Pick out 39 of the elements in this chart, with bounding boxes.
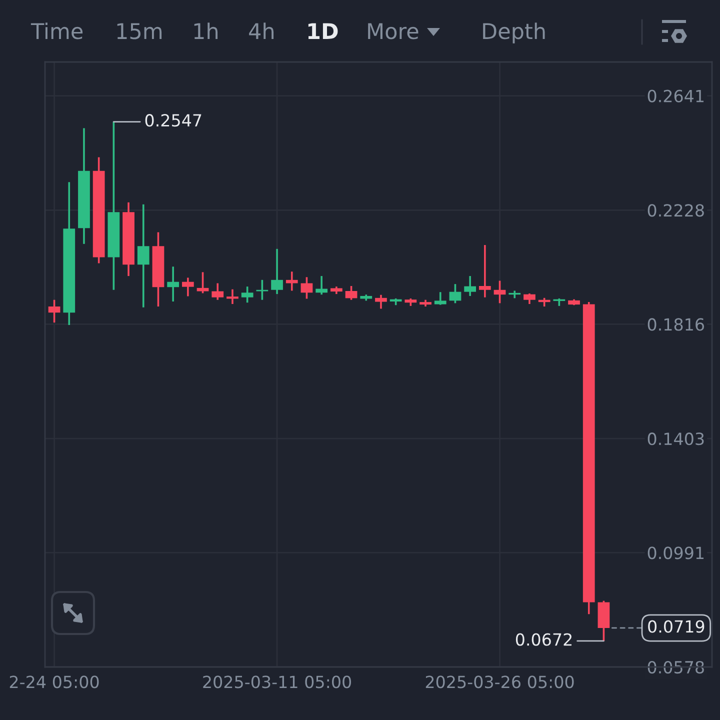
candlestick (226, 288, 238, 305)
text: 4h (249, 22, 274, 39)
candlestick (478, 244, 491, 298)
candlestick (375, 294, 387, 310)
candlestick (256, 279, 268, 301)
candlestick (271, 248, 283, 295)
y-tick-label: 0.2228 (648, 204, 704, 217)
candlestick (345, 285, 358, 301)
annotation: 0.2547 (145, 114, 202, 127)
candlestick (286, 270, 298, 292)
annotation: 0.0672 (516, 633, 572, 646)
text: 15m (117, 23, 162, 40)
candlestick (196, 271, 209, 294)
text: Time (30, 22, 83, 40)
candlestick (48, 298, 60, 324)
candlestick (241, 286, 254, 304)
candlestick (212, 282, 224, 301)
y-tick-label: 0.2641 (648, 90, 704, 102)
candlestick (182, 276, 194, 298)
candlestick (434, 291, 446, 306)
text: More (368, 23, 418, 40)
y-tick-label: 0.1816 (648, 318, 704, 331)
candlestick (167, 266, 180, 302)
candlestick (449, 283, 462, 304)
annotation: 0.0719 (648, 620, 704, 633)
candlestick (464, 275, 476, 297)
text: 1h (194, 22, 218, 39)
x-tick-label: 2025-03-26 05:00 (426, 676, 574, 688)
x-tick-label: 2-24 05:00 (10, 676, 99, 688)
candlestick (524, 292, 536, 305)
candlestick (300, 276, 313, 300)
text: 1D (308, 23, 338, 39)
candlestick (137, 203, 150, 308)
candlestick (316, 275, 328, 296)
candlestick (494, 280, 506, 304)
text: Depth (483, 22, 545, 44)
x-tick-label: 2025-03-11 05:00 (203, 676, 352, 688)
y-tick-label: 0.0991 (648, 546, 704, 560)
y-tick-label: 0.1403 (648, 432, 704, 446)
